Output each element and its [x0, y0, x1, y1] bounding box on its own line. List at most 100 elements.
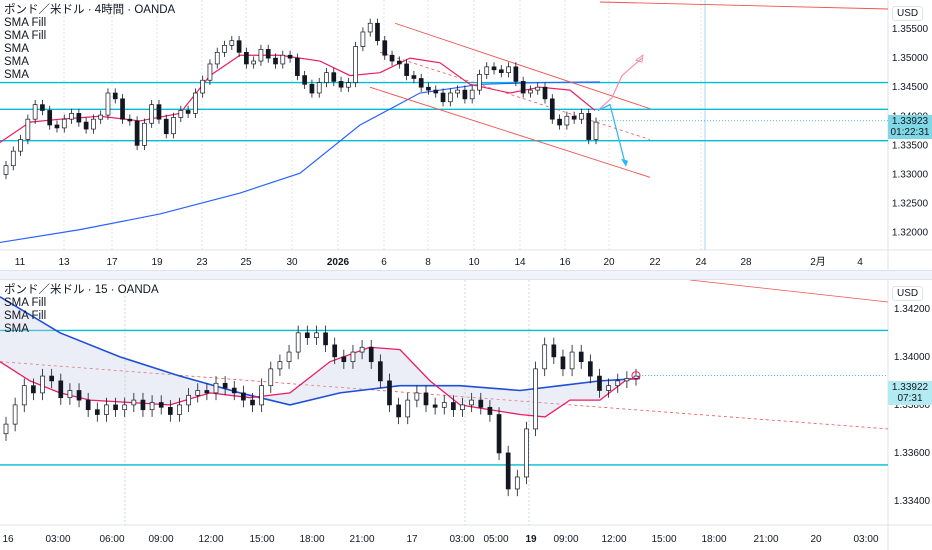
- candle-body: [178, 110, 184, 118]
- y-tick-label: 1.35500: [892, 24, 929, 35]
- candle-body: [280, 54, 286, 65]
- candle-body: [127, 118, 133, 122]
- legend-item[interactable]: SMA Fill: [4, 30, 47, 42]
- legend-4h: ポンド／米ドル · 4時間 · OANDA SMA Fill SMA Fill …: [4, 4, 175, 82]
- legend-item[interactable]: SMA Fill: [4, 17, 47, 29]
- x-tick-label: 16: [2, 534, 14, 545]
- candle-body: [564, 115, 570, 126]
- x-tick-label: 20: [603, 257, 615, 268]
- candle-body: [569, 351, 575, 370]
- sma-slow-line: [0, 81, 601, 244]
- candle-body: [524, 428, 529, 478]
- candle-body: [487, 406, 493, 415]
- candle-body: [304, 332, 310, 338]
- legend-item[interactable]: SMA Fill: [4, 297, 47, 309]
- x-tick-label: 6: [381, 257, 387, 268]
- candle-body: [350, 351, 356, 363]
- candle-body: [142, 122, 147, 146]
- x-tick-label: 8: [425, 257, 431, 268]
- candle-body: [332, 344, 338, 358]
- candle-body: [606, 385, 611, 391]
- legend-item[interactable]: SMA Fill: [4, 310, 47, 322]
- candle-body: [496, 414, 502, 454]
- candle-body: [316, 82, 322, 94]
- candle-body: [113, 404, 118, 411]
- x-tick-label: 24: [695, 257, 707, 268]
- candle-body: [156, 104, 162, 120]
- candle-body: [229, 40, 235, 46]
- candle-body: [505, 452, 511, 490]
- candle-body: [200, 79, 206, 94]
- candle-body: [549, 98, 555, 120]
- candle-body: [67, 390, 73, 399]
- candle-body: [405, 399, 411, 418]
- candle-body: [469, 399, 475, 406]
- currency-label[interactable]: USD: [892, 286, 924, 301]
- candle-body: [382, 40, 388, 56]
- x-tick-label: 05:00: [483, 534, 508, 545]
- candle-body: [377, 361, 383, 382]
- candle-body: [273, 57, 278, 65]
- x-tick-label: 10: [468, 257, 480, 268]
- x-tick-label: 17: [406, 534, 418, 545]
- legend-item[interactable]: SMA: [4, 69, 29, 81]
- candle-body: [171, 117, 176, 135]
- candle-body: [597, 375, 602, 391]
- pane-divider[interactable]: [0, 270, 932, 280]
- legend-15m: ポンド／米ドル · 15 · OANDA SMA Fill SMA Fill S…: [4, 284, 159, 336]
- candle-body: [414, 392, 420, 401]
- candle-body: [309, 83, 315, 94]
- candle-body: [615, 380, 621, 387]
- y-tick-label: 1.33500: [892, 140, 929, 151]
- candle-body: [213, 382, 219, 394]
- candle-body: [593, 121, 599, 140]
- channel-upper: [394, 22, 651, 110]
- candle-body: [69, 113, 74, 120]
- candle-body: [122, 404, 128, 411]
- x-tick-label: 03:00: [853, 534, 878, 545]
- y-tick-label: 1.33600: [894, 448, 931, 459]
- candle-body: [222, 382, 228, 389]
- x-tick-label: 14: [514, 257, 526, 268]
- projection-arrow-up: [597, 57, 643, 111]
- price-tag: 1.33922 07:31: [888, 381, 932, 405]
- chart-15m-canvas[interactable]: 16 03:00 06:00 09:00 12:00 15:00 18:00 21:00 17 0…: [0, 280, 932, 550]
- candle-body: [426, 86, 431, 91]
- candle-body: [3, 165, 9, 175]
- legend-item[interactable]: SMA: [4, 43, 29, 55]
- candle-body: [478, 399, 484, 408]
- legend-item[interactable]: SMA: [4, 323, 29, 335]
- x-tick-label: 2月: [810, 256, 826, 268]
- candle-body: [259, 385, 265, 406]
- candle-body: [91, 118, 96, 130]
- candle-body: [158, 402, 164, 408]
- candle-body: [360, 31, 366, 47]
- candle-body: [10, 150, 16, 167]
- candle-body: [177, 404, 182, 415]
- candle-body: [542, 344, 548, 370]
- candle-body: [447, 92, 453, 103]
- candle-body: [204, 390, 210, 394]
- legend-item[interactable]: SMA: [4, 56, 29, 68]
- y-tick-label: 1.32500: [892, 198, 929, 209]
- chart-4h-canvas[interactable]: 11 13 17 19 23 25 30 2026 6 8 10 14 16 20 22 24 28 2月 4 1.3…: [0, 0, 932, 270]
- chart-panel-15m[interactable]: 16 03:00 06:00 09:00 12:00 15:00 18:00 21:00 17 0…: [0, 280, 932, 550]
- candle-body: [302, 75, 307, 85]
- candle-body: [533, 368, 538, 430]
- candle-body: [295, 57, 300, 76]
- candle-body: [25, 118, 31, 140]
- x-tick-label: 23: [196, 257, 208, 268]
- candle-body: [433, 89, 439, 94]
- candle-body: [250, 399, 255, 406]
- candle-body: [579, 113, 584, 120]
- dashed-trend: [0, 361, 889, 430]
- chart-panel-4h[interactable]: 11 13 17 19 23 25 30 2026 6 8 10 14 16 20 22 24 28 2月 4 1.3…: [0, 0, 932, 270]
- candle-body: [469, 89, 475, 100]
- projection-arrow-down: [597, 103, 626, 163]
- x-tick-label: 18:00: [299, 534, 324, 545]
- candle-body: [571, 115, 577, 120]
- currency-label[interactable]: USD: [892, 6, 924, 21]
- candle-body: [528, 89, 533, 94]
- candle-body: [54, 124, 60, 129]
- candle-body: [112, 92, 118, 100]
